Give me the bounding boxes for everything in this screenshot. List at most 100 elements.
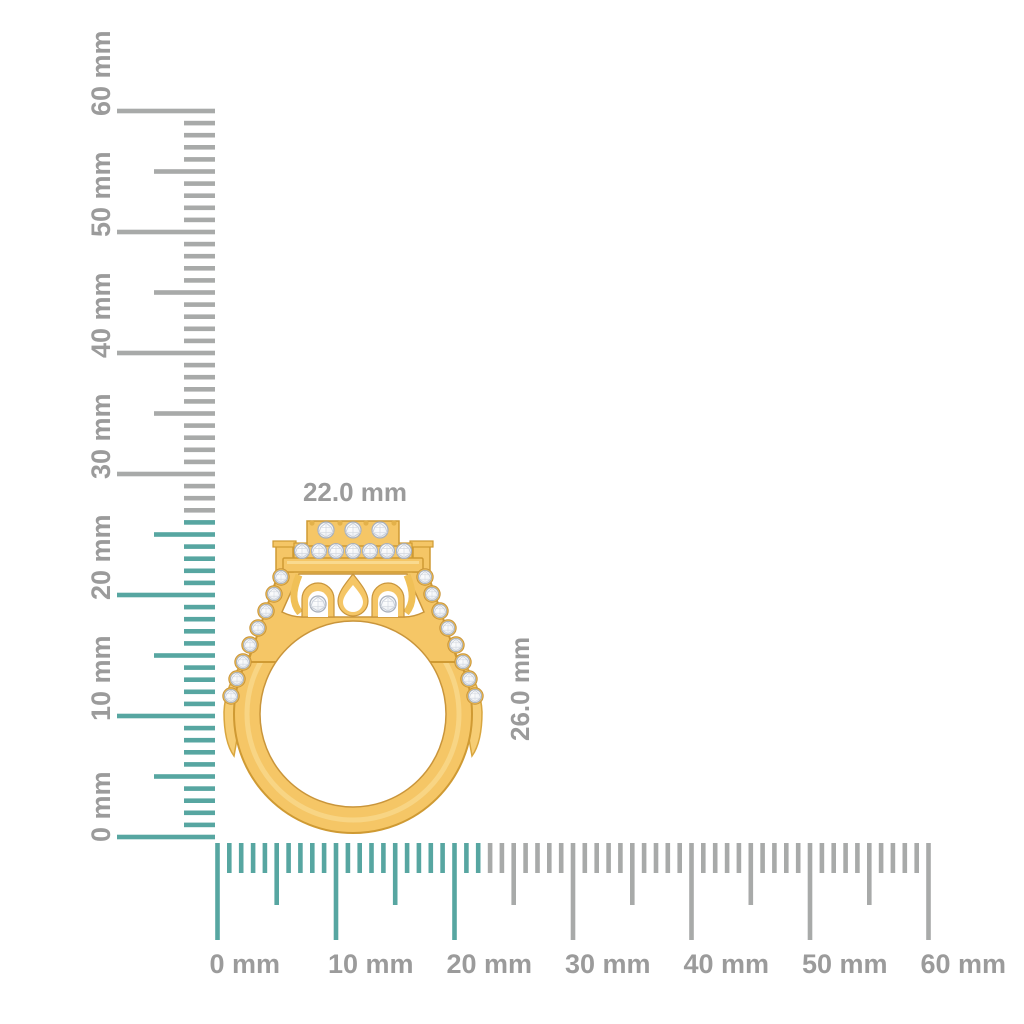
left-gallery-diamond [309, 595, 327, 613]
vertical-ruler: 0 mm 10 mm 20 mm 30 mm 40 mm 50 mm 60 mm [86, 30, 215, 842]
ring-head [272, 520, 434, 573]
h-tick [345, 843, 351, 873]
h-tick [618, 843, 623, 873]
halo-diamond [361, 542, 379, 560]
h-tick [464, 843, 469, 873]
h-tick [760, 843, 765, 873]
v-tick [184, 798, 215, 803]
v-tick [184, 253, 215, 259]
shoulder-diamond [224, 689, 238, 703]
halo-diamond [293, 542, 311, 560]
right-gallery-diamond [379, 595, 397, 613]
v-tick [154, 411, 215, 416]
h-tick [689, 843, 694, 940]
h-tick [724, 843, 730, 873]
v-tick [184, 266, 215, 271]
head-diamond [317, 521, 335, 539]
v-tick [117, 350, 215, 356]
h-tick [298, 843, 303, 873]
v-tick [184, 629, 215, 634]
h-ruler-label: 20 mm [447, 949, 533, 979]
h-tick [736, 843, 742, 873]
v-tick [184, 483, 215, 489]
h-ruler-label: 10 mm [328, 949, 414, 979]
h-tick [594, 843, 599, 873]
halo-diamond [378, 542, 396, 560]
v-tick [154, 653, 215, 658]
h-tick [227, 843, 232, 873]
v-tick [184, 568, 215, 574]
finger-hole [259, 620, 447, 808]
h-tick [795, 843, 801, 873]
v-ruler-label: 60 mm [86, 30, 116, 116]
shoulder-diamond [433, 604, 447, 618]
ring [222, 520, 484, 834]
h-tick [475, 843, 481, 873]
h-tick [807, 843, 813, 940]
v-tick [184, 556, 215, 561]
halo-diamond [344, 542, 362, 560]
horizontal-ruler-ticks [215, 843, 931, 940]
v-tick [184, 786, 215, 791]
h-ruler-label: 50 mm [802, 949, 888, 979]
shoulder-diamond [259, 604, 273, 618]
v-ruler-label: 0 mm [86, 771, 116, 842]
v-tick [184, 665, 215, 670]
h-tick [582, 843, 588, 873]
h-tick [902, 843, 908, 873]
h-tick [381, 843, 386, 873]
v-tick [184, 459, 215, 465]
head-post-cap-left [272, 540, 297, 548]
v-ruler-label: 40 mm [86, 272, 116, 358]
v-tick [184, 677, 215, 682]
h-tick [487, 843, 493, 873]
h-tick [606, 843, 611, 873]
h-ruler-label: 30 mm [565, 949, 651, 979]
shoulder-diamond [236, 655, 250, 669]
v-tick [184, 447, 215, 453]
v-tick [184, 193, 215, 198]
v-tick [117, 592, 215, 598]
gallery-scrollwork [290, 573, 416, 618]
h-tick [440, 843, 445, 873]
v-tick [184, 822, 215, 828]
v-tick [184, 508, 215, 513]
h-tick [677, 843, 682, 873]
h-tick [310, 843, 315, 873]
h-tick [878, 843, 884, 873]
v-tick [184, 495, 215, 501]
v-tick [154, 774, 215, 779]
shoulder-diamond [462, 672, 476, 686]
shoulder-diamond [251, 621, 265, 635]
v-tick [117, 471, 215, 477]
h-tick [914, 843, 919, 873]
h-tick [321, 843, 327, 873]
vertical-ruler-ticks [117, 108, 215, 840]
v-tick [184, 278, 215, 283]
v-ruler-label: 30 mm [86, 393, 116, 479]
h-tick [357, 843, 362, 873]
h-tick [428, 843, 434, 873]
head-bar-highlight [287, 561, 419, 564]
h-tick [831, 843, 836, 873]
head-bar [282, 557, 424, 573]
horizontal-ruler-labels: 0 mm 10 mm 20 mm 30 mm 40 mm 50 mm 60 mm [210, 949, 1007, 979]
h-tick [653, 843, 659, 873]
v-tick [154, 290, 215, 295]
v-tick [184, 435, 215, 440]
v-tick [184, 374, 215, 380]
h-tick [926, 843, 931, 940]
h-tick [416, 843, 422, 873]
v-ruler-label: 10 mm [86, 635, 116, 721]
v-tick [184, 302, 215, 307]
shoulder-diamond [243, 638, 257, 652]
height-dimension-label: 26.0 mm [505, 637, 535, 741]
v-tick [154, 169, 215, 174]
shoulder-diamond [449, 638, 463, 652]
head-diamond [371, 521, 389, 539]
shoulder-diamond [456, 655, 470, 669]
v-tick [117, 229, 215, 235]
h-tick [665, 843, 671, 873]
h-tick [819, 843, 825, 873]
